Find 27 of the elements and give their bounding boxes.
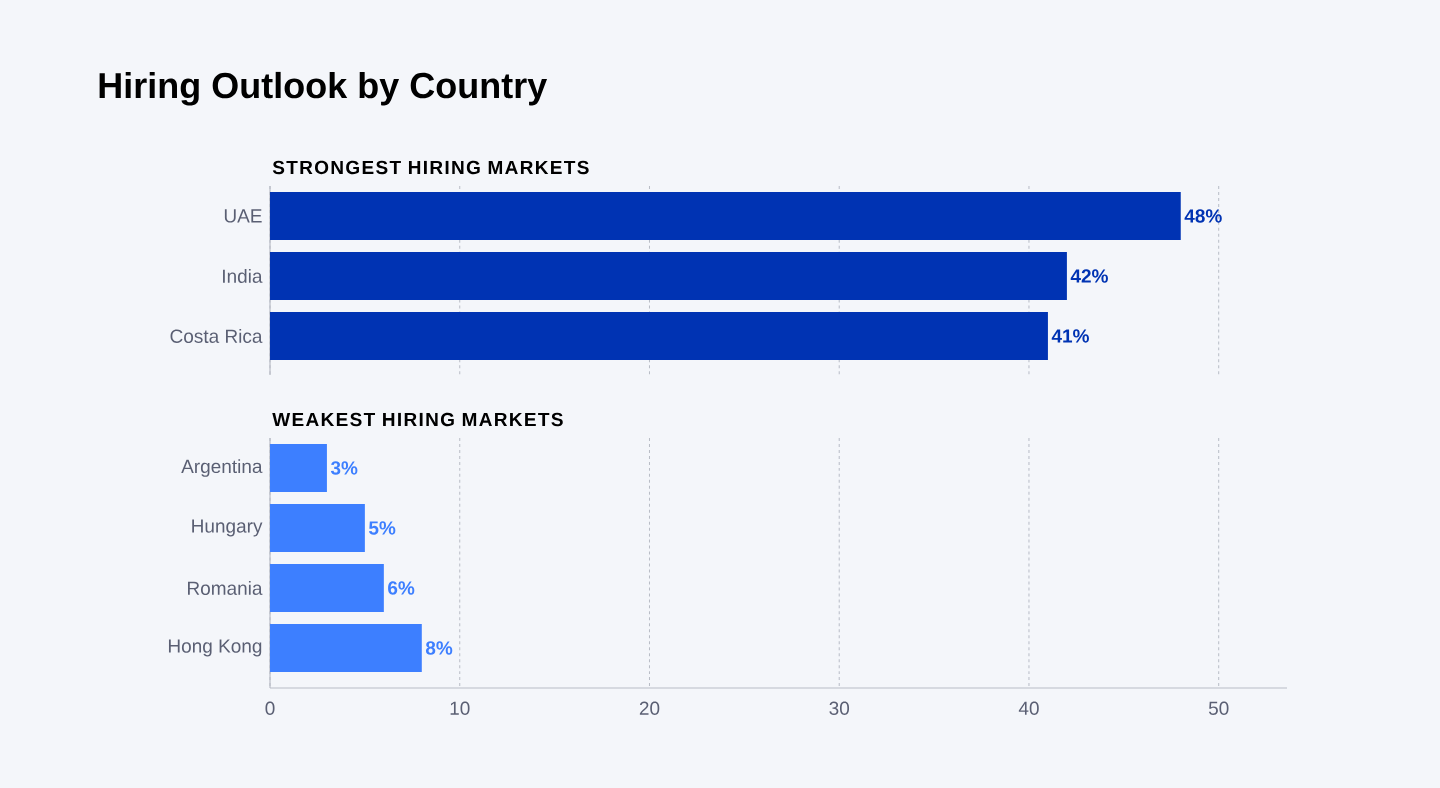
- data-label: 3%: [330, 461, 358, 475]
- y-tick-label: India: [223, 269, 263, 283]
- bar: [270, 504, 365, 552]
- data-label: 42%: [1070, 269, 1108, 283]
- x-tick-label: 10: [450, 701, 470, 715]
- x-tick-label: 50: [1208, 701, 1229, 715]
- x-tick-label: 0: [265, 701, 275, 715]
- data-label: 6%: [388, 581, 415, 595]
- bar: [270, 624, 422, 672]
- bar: [270, 564, 384, 612]
- y-tick-label: Romania: [188, 581, 263, 595]
- y-tick-label: Hong Kong: [168, 639, 262, 657]
- chart-title: Hiring Outlook by Country: [99, 71, 548, 106]
- x-tick-label: 20: [639, 701, 660, 715]
- y-tick-label: Costa Rica: [170, 329, 263, 343]
- data-label: 8%: [425, 641, 453, 655]
- y-tick-label: Argentina: [181, 459, 263, 477]
- chart-subtitle: STRONGEST HIRING MARKETS: [272, 160, 589, 175]
- y-tick-label: UAE: [224, 209, 262, 223]
- data-label: 48%: [1184, 209, 1222, 223]
- chart-title: WEAKEST HIRING MARKETS: [272, 412, 563, 427]
- bar: [270, 443, 327, 492]
- x-tick-label: 30: [829, 701, 850, 715]
- data-label: 41%: [1051, 329, 1089, 343]
- y-tick-label: Hungary: [192, 519, 263, 537]
- data-label: 5%: [368, 521, 396, 535]
- x-tick-label: 40: [1018, 701, 1039, 715]
